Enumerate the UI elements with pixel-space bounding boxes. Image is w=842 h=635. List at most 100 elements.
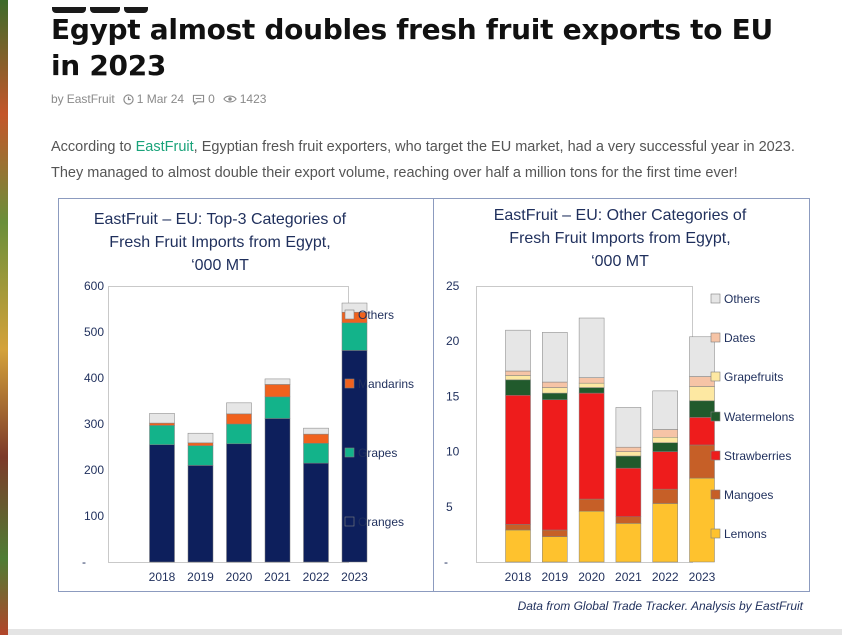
chart-title-line: Fresh Fruit Imports from Egypt, xyxy=(509,230,730,247)
article-title: Egypt almost doubles fresh fruit exports… xyxy=(51,13,773,82)
legend-swatch xyxy=(710,332,721,343)
y-tick-label: 200 xyxy=(84,463,104,477)
bar-segment-strawberries xyxy=(615,467,642,517)
bar-segment-grapefruits xyxy=(542,387,568,394)
legend-label: Strawberries xyxy=(724,449,791,463)
bar-segment-oranges xyxy=(226,443,252,563)
y-tick-label: 300 xyxy=(84,417,104,431)
top-tab[interactable] xyxy=(124,7,148,13)
legend-label: Watermelons xyxy=(724,410,794,424)
intro-text-before: According to xyxy=(51,139,136,155)
bar-segment-lemons xyxy=(542,536,568,563)
intro-text-after: , Egyptian fresh fruit exporters, who ta… xyxy=(51,139,795,181)
x-tick-label: 2018 xyxy=(149,570,176,584)
by-prefix: by xyxy=(51,92,64,106)
bar-segment-oranges xyxy=(264,418,291,563)
x-tick-label: 2021 xyxy=(264,570,291,584)
bar-segment-grapefruits xyxy=(505,375,531,381)
article-intro: According to EastFruit, Egyptian fresh f… xyxy=(51,134,815,186)
bar-segment-mangoes xyxy=(505,524,531,531)
y-tick-label: 500 xyxy=(84,325,104,339)
y-tick-label: 5 xyxy=(446,500,453,514)
x-tick-label: 2023 xyxy=(341,570,368,584)
chart-title-line: EastFruit – EU: Other Categories of xyxy=(494,207,747,224)
legend-label: Others xyxy=(358,308,394,322)
clock-icon xyxy=(123,93,134,105)
legend-swatch xyxy=(710,450,721,461)
bar-segment-others xyxy=(264,378,291,385)
comment-count: 0 xyxy=(208,92,215,106)
author-link[interactable]: EastFruit xyxy=(66,92,115,106)
legend-swatch xyxy=(710,528,721,539)
bar-segment-others xyxy=(226,402,252,415)
x-tick-label: 2019 xyxy=(187,570,214,584)
chart-title-line: EastFruit – EU: Top-3 Categories of xyxy=(94,211,347,228)
y-tick-label: - xyxy=(444,555,448,569)
bar-segment-others xyxy=(505,329,531,372)
bar-segment-watermelons xyxy=(505,379,531,396)
legend-swatch xyxy=(710,293,721,304)
bar-segment-strawberries xyxy=(689,417,715,446)
y-tick-label: - xyxy=(82,555,86,569)
legend-swatch xyxy=(344,378,355,389)
bar-segment-lemons xyxy=(652,503,678,563)
bar-segment-grapes xyxy=(187,445,214,466)
legend-swatch xyxy=(710,411,721,422)
x-tick-label: 2022 xyxy=(652,570,679,584)
chart-title-line: ‘000 MT xyxy=(191,257,249,274)
chart-title-line: ‘000 MT xyxy=(591,253,649,270)
chart-panel-top3: EastFruit – EU: Top-3 Categories of Fresh… xyxy=(82,211,414,584)
bar-segment-lemons xyxy=(615,523,642,563)
bar-segment-mandarins xyxy=(226,413,252,425)
legend-swatch xyxy=(344,309,355,320)
bar-segment-dates xyxy=(542,381,568,388)
x-tick-label: 2020 xyxy=(578,570,605,584)
bar-segment-grapes xyxy=(149,425,175,445)
bar-segment-mandarins xyxy=(264,384,291,398)
date-meta: 1 Mar 24 xyxy=(123,92,184,106)
legend-label: Oranges xyxy=(358,515,404,529)
top-tab[interactable] xyxy=(90,7,120,13)
bar-segment-mandarins xyxy=(303,433,329,444)
y-tick-label: 20 xyxy=(446,334,460,348)
top-tabs xyxy=(52,0,192,13)
bar-segment-others xyxy=(689,336,715,377)
eastfruit-link[interactable]: EastFruit xyxy=(135,139,194,155)
bar-segment-grapes xyxy=(226,423,252,445)
comments-meta[interactable]: 0 xyxy=(192,92,215,106)
bar-segment-grapefruits xyxy=(652,436,678,444)
bar-segment-others xyxy=(187,432,214,444)
author-byline: by EastFruit xyxy=(51,92,115,106)
legend-label: Grapefruits xyxy=(724,370,783,384)
bar-segment-others xyxy=(149,413,175,424)
bar-segment-oranges xyxy=(187,465,214,563)
bar-segment-grapes xyxy=(264,396,291,419)
left-decorative-strip xyxy=(0,0,8,635)
bar-segment-watermelons xyxy=(615,455,642,469)
legend-label: Grapes xyxy=(358,446,397,460)
bar-segment-watermelons xyxy=(652,442,678,452)
footer-divider xyxy=(8,629,842,635)
bar-segment-mangoes xyxy=(578,498,605,512)
post-date: 1 Mar 24 xyxy=(136,92,185,106)
x-tick-label: 2022 xyxy=(303,570,330,584)
legend-label: Dates xyxy=(724,331,755,345)
bar-segment-mandarins xyxy=(187,442,214,446)
bar-segment-lemons xyxy=(505,529,531,563)
bar-segment-grapes xyxy=(303,443,329,464)
y-tick-label: 600 xyxy=(84,279,104,293)
x-tick-label: 2020 xyxy=(226,570,253,584)
y-tick-label: 25 xyxy=(446,279,460,293)
bar-segment-lemons xyxy=(689,477,715,563)
top-tab[interactable] xyxy=(52,7,86,13)
bar-segment-others xyxy=(615,407,642,448)
chart-panel-other: EastFruit – EU: Other Categories of Fresh… xyxy=(444,207,794,584)
y-tick-label: 10 xyxy=(446,445,460,459)
bar-segment-others xyxy=(341,302,368,313)
bar-segment-dates xyxy=(505,370,531,376)
bar-segment-strawberries xyxy=(652,451,678,490)
x-tick-label: 2018 xyxy=(505,570,532,584)
x-tick-label: 2023 xyxy=(689,570,716,584)
bar-segment-others xyxy=(542,332,568,383)
bar-segment-mangoes xyxy=(652,488,678,504)
